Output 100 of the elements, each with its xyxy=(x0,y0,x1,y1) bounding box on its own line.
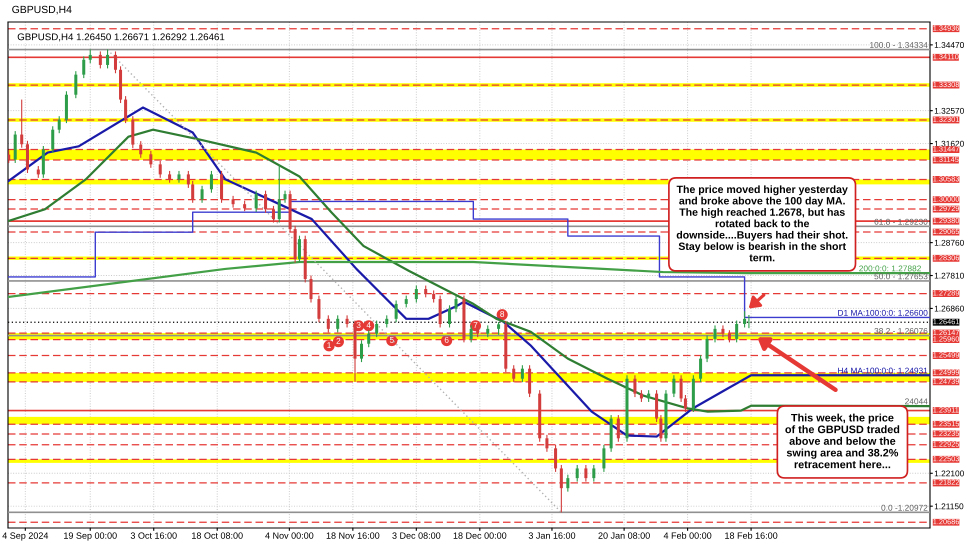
annotation: 8 xyxy=(500,310,504,317)
annotation: 5 xyxy=(390,337,394,343)
y-tick-label: 1.28760 xyxy=(934,240,964,246)
candlestick xyxy=(424,285,428,298)
candlestick xyxy=(360,340,364,363)
candlestick xyxy=(647,390,650,402)
y-tick-label: 1.31620 xyxy=(934,140,964,147)
candlestick xyxy=(106,48,110,69)
candlestick xyxy=(454,295,458,313)
candlestick xyxy=(684,394,687,413)
candlestick xyxy=(254,190,258,212)
candlestick xyxy=(98,50,102,69)
candlestick xyxy=(728,330,731,343)
candlestick xyxy=(243,200,246,212)
annotation: 3 xyxy=(356,322,361,328)
annotation: 200:0:0: 1.27882 xyxy=(859,265,921,272)
candlestick xyxy=(346,314,349,328)
annotation: 6 xyxy=(444,336,449,343)
candlestick xyxy=(210,170,213,194)
y-tick-label: 1.27810 xyxy=(934,272,964,279)
candlestick xyxy=(8,150,10,164)
candlestick xyxy=(721,324,724,338)
candlestick xyxy=(672,374,676,398)
annotation: 0.0 -1.20972 xyxy=(881,504,928,511)
candlestick xyxy=(680,374,683,402)
candlestick xyxy=(616,414,620,442)
annotation: 24044 xyxy=(905,398,928,404)
annotation: H4 MA:100:0:0: 1.24931 xyxy=(838,368,928,374)
annotation: 50.0 - 1.27653 xyxy=(874,273,928,280)
candlestick xyxy=(58,116,61,134)
candlestick xyxy=(554,444,558,472)
candlestick xyxy=(512,364,516,383)
candlestick xyxy=(602,444,606,472)
annotation: The price moved higher yesterday and broke above the 100 day MA. The high reached 1.2678, but has rotated back to the downside....Buyers had their shot. Stay below is bearish in the short term. xyxy=(676,185,848,262)
candlestick xyxy=(414,285,418,304)
candlestick xyxy=(317,295,320,323)
y-tick-label: 1.32570 xyxy=(934,108,964,114)
annotation: 2 xyxy=(336,338,340,344)
candlestick xyxy=(114,50,118,74)
candlestick xyxy=(432,290,436,304)
candlestick xyxy=(375,320,378,338)
annotation: This week, the price of the GBPUSD traded above and below the swing area and 38.2% retracement here... xyxy=(785,414,900,468)
candlestick xyxy=(576,464,579,482)
candlestick xyxy=(278,164,281,224)
candlestick xyxy=(191,180,194,204)
candlestick xyxy=(20,99,24,148)
candlestick xyxy=(743,310,746,328)
annotation: 100.0 - 1.34334 xyxy=(870,42,928,48)
candlestick xyxy=(88,48,92,64)
candlestick xyxy=(264,190,268,214)
candlestick xyxy=(36,166,40,178)
candlestick xyxy=(706,334,709,363)
line-series xyxy=(8,260,930,298)
candlestick xyxy=(298,235,301,264)
annotation: D1 MA:100:0:0: 1.26600 xyxy=(838,310,928,316)
chart-title: GBPUSD,H4 xyxy=(12,6,72,14)
annotation: 7 xyxy=(474,322,478,328)
candlestick xyxy=(699,354,702,383)
candlestick xyxy=(394,300,398,323)
candlestick xyxy=(367,330,370,348)
candlestick xyxy=(309,274,313,304)
x-tick-label: 3 Jan 16:00 xyxy=(528,532,576,539)
candlestick xyxy=(486,324,490,338)
candlestick xyxy=(520,364,524,383)
candlestick xyxy=(158,160,162,178)
annotation: 1 xyxy=(327,342,331,348)
candlestick xyxy=(713,324,717,343)
candlestick xyxy=(336,314,340,333)
x-tick-label: 4 Sep 2024 xyxy=(2,532,48,541)
candlestick xyxy=(124,96,128,124)
y-tick-label: 1.26860 xyxy=(934,306,964,312)
candlestick xyxy=(735,320,738,343)
candlestick xyxy=(139,140,142,158)
candlestick xyxy=(272,205,276,224)
x-tick-label: 18 Nov 16:00 xyxy=(326,532,380,539)
candlestick xyxy=(168,170,172,184)
x-tick-label: 20 Jan 08:00 xyxy=(598,532,650,539)
candlestick xyxy=(284,190,287,204)
y-tick-label: 1.21150 xyxy=(934,503,964,510)
x-tick-label: 18 Dec 00:00 xyxy=(454,532,506,539)
candlestick xyxy=(497,321,500,336)
candlestick xyxy=(659,414,662,442)
candlestick xyxy=(385,314,388,328)
candlestick xyxy=(592,464,596,482)
x-tick-label: 4 Nov 00:00 xyxy=(265,532,314,539)
candlestick xyxy=(545,434,548,452)
candlestick xyxy=(200,185,204,204)
y-tick-label: 1.34470 xyxy=(934,42,964,48)
candlestick xyxy=(186,170,190,188)
x-tick-label: 18 Oct 08:00 xyxy=(192,532,243,539)
candlestick xyxy=(232,195,235,208)
annotation: 4 xyxy=(366,322,371,328)
candlestick xyxy=(470,324,473,343)
candlestick xyxy=(476,324,480,338)
x-tick-label: 3 Dec 08:00 xyxy=(392,532,440,539)
candlestick xyxy=(326,314,330,333)
candlestick xyxy=(640,390,643,402)
candlestick xyxy=(404,295,408,308)
text: GBPUSD,H4 1.26450 1.26671 1.26292 1.26461 xyxy=(18,33,224,42)
candlestick xyxy=(633,374,636,398)
